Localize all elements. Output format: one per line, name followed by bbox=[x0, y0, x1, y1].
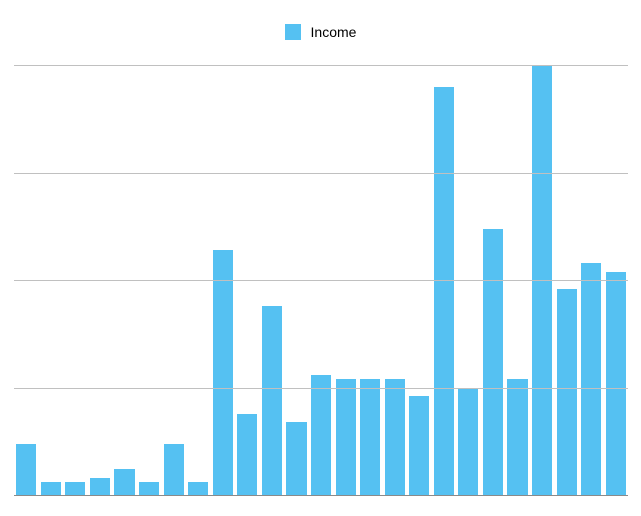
bar bbox=[139, 482, 159, 495]
bar bbox=[385, 379, 405, 495]
bar bbox=[434, 87, 454, 495]
gridline bbox=[14, 388, 628, 389]
bar bbox=[164, 444, 184, 495]
gridline bbox=[14, 173, 628, 174]
bar bbox=[213, 250, 233, 495]
bar bbox=[360, 379, 380, 495]
bar bbox=[557, 289, 577, 495]
legend-swatch bbox=[285, 24, 301, 40]
bar bbox=[311, 375, 331, 495]
bar bbox=[16, 444, 36, 495]
bar bbox=[507, 379, 527, 495]
bar bbox=[606, 272, 626, 495]
bar bbox=[41, 482, 61, 495]
bar bbox=[262, 306, 282, 495]
legend-label: Income bbox=[311, 24, 357, 40]
bar bbox=[336, 379, 356, 495]
gridline bbox=[14, 65, 628, 66]
bar bbox=[458, 388, 478, 495]
legend: Income bbox=[0, 24, 641, 40]
bar bbox=[483, 229, 503, 495]
bar bbox=[286, 422, 306, 495]
x-axis-baseline bbox=[14, 495, 628, 496]
bar bbox=[114, 469, 134, 495]
bar bbox=[581, 263, 601, 495]
bar bbox=[65, 482, 85, 495]
bar bbox=[188, 482, 208, 495]
bar bbox=[237, 414, 257, 496]
bar bbox=[409, 396, 429, 495]
bar bbox=[90, 478, 110, 495]
plot-area bbox=[14, 66, 628, 496]
gridline bbox=[14, 280, 628, 281]
